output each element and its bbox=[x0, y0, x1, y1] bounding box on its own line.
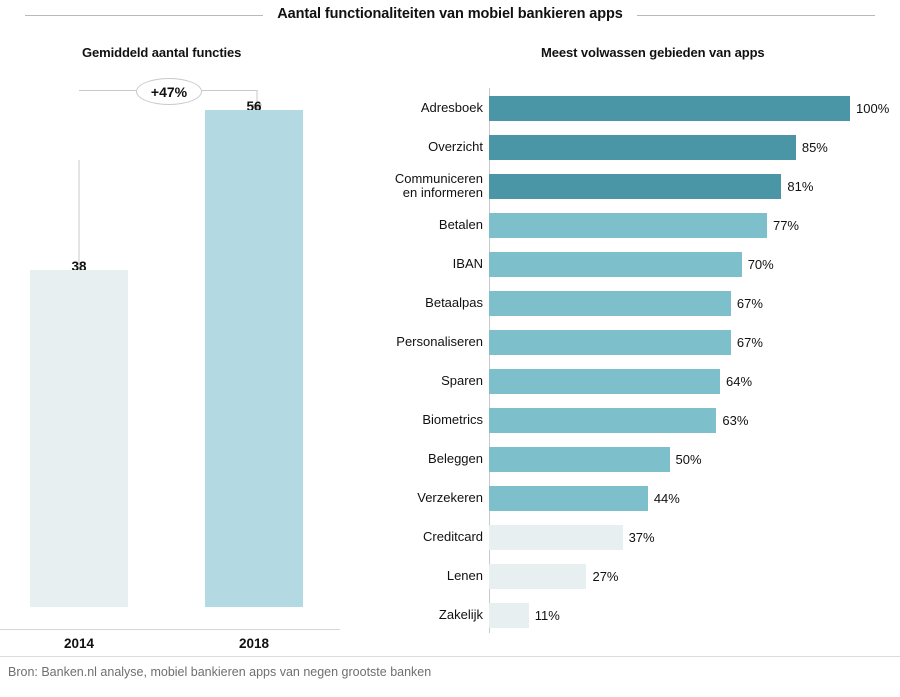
maturity-bar-row: Personaliseren 67% bbox=[380, 324, 900, 360]
chart-title-row: Aantal functionaliteiten van mobiel bank… bbox=[0, 0, 900, 28]
maturity-bar-track: 64% bbox=[489, 363, 900, 399]
maturity-bar-value: 67% bbox=[736, 295, 763, 311]
title-rule-right bbox=[636, 14, 875, 16]
maturity-bar-value: 44% bbox=[653, 490, 680, 506]
maturity-bar-row: IBAN 70% bbox=[380, 246, 900, 282]
maturity-bar-track: 37% bbox=[489, 519, 900, 555]
maturity-bar-rect bbox=[489, 485, 648, 511]
maturity-bar-row: Lenen 27% bbox=[380, 558, 900, 594]
average-functions-column-chart: +47% 38 56 2014 2018 bbox=[0, 70, 360, 670]
column-rect-2014 bbox=[30, 270, 128, 607]
maturity-bar-value: 50% bbox=[675, 451, 702, 467]
maturity-bar-track: 63% bbox=[489, 402, 900, 438]
maturity-bar-label: Creditcard bbox=[423, 529, 483, 544]
maturity-bar-rect bbox=[489, 212, 767, 238]
maturity-bar-label: Sparen bbox=[441, 373, 483, 388]
maturity-bar-label: Betalen bbox=[438, 217, 483, 232]
x-axis-tick-2014: 2014 bbox=[63, 636, 95, 651]
maturity-bar-row: Overzicht 85% bbox=[380, 129, 900, 165]
source-note: Bron: Banken.nl analyse, mobiel bankiere… bbox=[8, 665, 432, 679]
maturity-bar-row: Biometrics 63% bbox=[380, 402, 900, 438]
x-axis-tick-2018: 2018 bbox=[238, 636, 270, 651]
maturity-bar-rect bbox=[489, 329, 731, 355]
maturity-bar-rect bbox=[489, 368, 721, 394]
maturity-bar-row: Adresboek 100% bbox=[380, 90, 900, 126]
maturity-bar-label: Verzekeren bbox=[417, 490, 483, 505]
maturity-bar-row: Betalen 77% bbox=[380, 207, 900, 243]
maturity-bar-label: Beleggen bbox=[428, 451, 483, 466]
maturity-bar-label: Lenen bbox=[446, 568, 483, 583]
maturity-bar-row: Beleggen 50% bbox=[380, 441, 900, 477]
maturity-bar-track: 67% bbox=[489, 285, 900, 321]
growth-badge: +47% bbox=[136, 78, 202, 105]
maturity-bar-value: 67% bbox=[736, 334, 763, 350]
maturity-bar-row: Verzekeren 44% bbox=[380, 480, 900, 516]
maturity-bar-rect bbox=[489, 446, 670, 472]
maturity-bar-row: Betaalpas 67% bbox=[380, 285, 900, 321]
maturity-bar-label: IBAN bbox=[452, 256, 483, 271]
maturity-bar-rect bbox=[489, 407, 717, 433]
maturity-bar-row: Creditcard 37% bbox=[380, 519, 900, 555]
maturity-bar-track: 81% bbox=[489, 168, 900, 204]
maturity-bar-label: Betaalpas bbox=[425, 295, 483, 310]
maturity-bar-value: 85% bbox=[801, 139, 828, 155]
maturity-bar-label: Overzicht bbox=[428, 139, 483, 154]
maturity-bar-label: Communiceren en informeren bbox=[394, 171, 483, 200]
maturity-bar-track: 77% bbox=[489, 207, 900, 243]
maturity-bar-rect bbox=[489, 95, 850, 121]
left-panel-subtitle: Gemiddeld aantal functies bbox=[82, 45, 242, 60]
maturity-bar-value: 100% bbox=[856, 100, 890, 116]
maturity-bar-value: 64% bbox=[726, 373, 753, 389]
right-panel-subtitle: Meest volwassen gebieden van apps bbox=[541, 45, 765, 60]
maturity-bar-rect bbox=[489, 251, 742, 277]
maturity-bar-row: Communiceren en informeren 81% bbox=[380, 168, 900, 204]
maturity-bar-value: 63% bbox=[722, 412, 749, 428]
maturity-bar-track: 27% bbox=[489, 558, 900, 594]
maturity-bar-value: 37% bbox=[628, 529, 655, 545]
page-title: Aantal functionaliteiten van mobiel bank… bbox=[277, 6, 623, 22]
maturity-bar-row: Sparen 64% bbox=[380, 363, 900, 399]
right-chart-axis-line bbox=[489, 88, 490, 633]
maturity-bar-label: Personaliseren bbox=[396, 334, 483, 349]
maturity-bar-track: 11% bbox=[489, 597, 900, 633]
maturity-bar-label: Zakelijk bbox=[438, 607, 483, 622]
maturity-bar-label: Biometrics bbox=[422, 412, 483, 427]
maturity-bar-track: 44% bbox=[489, 480, 900, 516]
maturity-bar-rect bbox=[489, 602, 529, 628]
column-rect-2018 bbox=[205, 110, 303, 607]
maturity-bar-row: Zakelijk 11% bbox=[380, 597, 900, 633]
maturity-bar-track: 100% bbox=[489, 90, 900, 126]
maturity-bar-rect bbox=[489, 563, 587, 589]
maturity-bar-chart: Adresboek 100% Overzicht 85% Communiceren en… bbox=[380, 70, 900, 645]
maturity-bar-rect bbox=[489, 524, 623, 550]
maturity-bar-track: 50% bbox=[489, 441, 900, 477]
maturity-bar-track: 85% bbox=[489, 129, 900, 165]
maturity-bar-rect bbox=[489, 173, 782, 199]
maturity-bar-rect bbox=[489, 134, 796, 160]
maturity-bar-track: 70% bbox=[489, 246, 900, 282]
footer-divider bbox=[0, 656, 900, 657]
maturity-bar-value: 70% bbox=[747, 256, 774, 272]
maturity-bar-label: Adresboek bbox=[420, 100, 483, 115]
maturity-bar-value: 81% bbox=[787, 178, 814, 194]
maturity-bar-value: 77% bbox=[772, 217, 799, 233]
left-chart-axis-line bbox=[0, 629, 340, 630]
maturity-bar-value: 27% bbox=[592, 568, 619, 584]
maturity-bar-value: 11% bbox=[534, 607, 560, 623]
maturity-bar-rect bbox=[489, 290, 731, 316]
maturity-bar-track: 67% bbox=[489, 324, 900, 360]
title-rule-left bbox=[25, 14, 264, 16]
